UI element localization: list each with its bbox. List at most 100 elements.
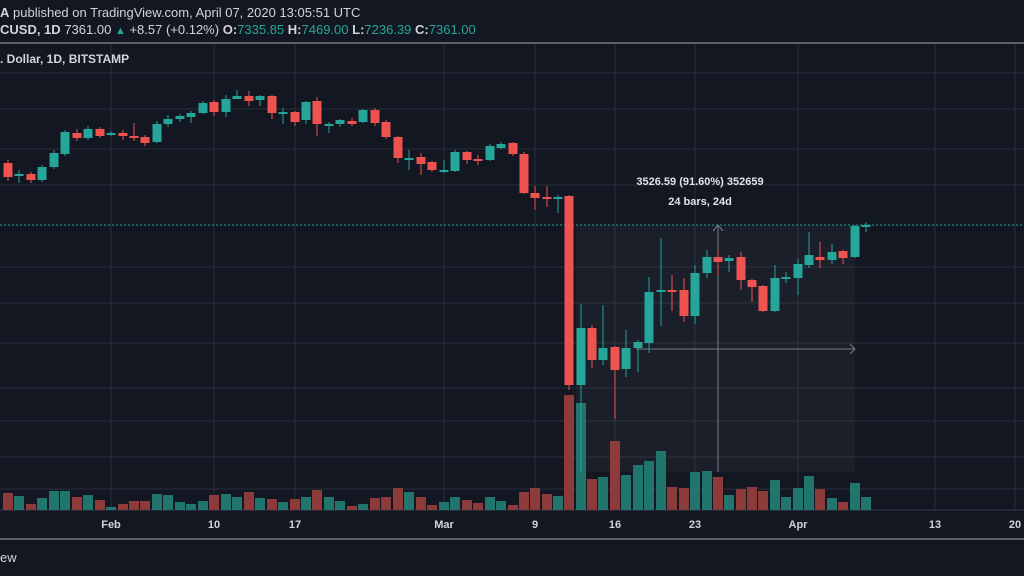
candle-body	[381, 122, 391, 137]
candle-body	[724, 258, 734, 261]
x-tick-label: Mar	[434, 519, 454, 531]
volume-bar	[827, 498, 837, 510]
candle-body	[152, 124, 162, 142]
up-triangle-icon: ▲	[114, 25, 126, 37]
volume-bar	[72, 497, 82, 510]
candle-body	[95, 129, 105, 136]
candle-body	[850, 226, 860, 257]
candle-body	[644, 292, 654, 343]
measure-label-bars: 24 bars, 24d	[668, 196, 732, 208]
volume-bar	[815, 489, 825, 510]
volume-bar	[152, 494, 162, 510]
volume-bar	[267, 499, 277, 510]
candle-body	[140, 137, 150, 143]
volume-bar	[644, 461, 654, 510]
candle-body	[118, 133, 128, 136]
footer-divider	[0, 538, 1024, 540]
volume-bar	[324, 497, 334, 510]
volume-bar	[838, 502, 848, 510]
candle-body	[690, 273, 700, 316]
volume-bar	[861, 497, 871, 510]
volume-bar	[667, 487, 677, 510]
volume-bar	[37, 498, 47, 510]
candle-body	[496, 144, 506, 148]
volume-bar	[633, 465, 643, 510]
volume-bar	[404, 492, 414, 510]
volume-bar	[542, 494, 552, 510]
candle-body	[667, 290, 677, 292]
candle-body	[542, 197, 552, 199]
ohlc-legend: CUSD, 1D 7361.00 ▲ +8.57 (+0.12%) O:7335…	[0, 22, 476, 37]
close-value: 7361.00	[428, 22, 476, 37]
candle-body	[198, 103, 208, 113]
candle-body	[37, 167, 47, 180]
volume-bar	[381, 497, 391, 510]
candle-body	[244, 96, 254, 101]
candle-body	[781, 277, 791, 279]
measure-label-price: 3526.59 (91.60%) 352659	[636, 176, 764, 188]
volume-bar	[519, 492, 529, 510]
volume-bar	[610, 441, 620, 510]
candle-body	[358, 110, 368, 122]
x-tick-label: Feb	[101, 519, 121, 531]
volume-bar	[198, 501, 208, 510]
volume-bar	[83, 495, 93, 510]
volume-bar	[140, 501, 150, 510]
candle-body	[553, 197, 563, 199]
volume-bar	[747, 487, 757, 510]
arrow-right-icon	[849, 343, 856, 355]
candle-body	[508, 143, 518, 154]
candle-body	[576, 328, 586, 385]
header-divider	[0, 42, 1024, 44]
price-change: +8.57 (+0.12%)	[129, 22, 220, 37]
candle-body	[564, 196, 574, 385]
candle-body	[324, 124, 334, 126]
volume-bar	[221, 494, 231, 510]
candle-body	[3, 163, 13, 177]
published-text: published on TradingView.com, April 07, …	[9, 5, 361, 20]
volume-bar	[724, 495, 734, 510]
volume-bar	[770, 480, 780, 510]
volume-bar	[95, 500, 105, 510]
volume-bar	[758, 491, 768, 510]
volume-bar	[621, 475, 631, 510]
candle-body	[267, 96, 277, 113]
candle-body	[610, 347, 620, 370]
volume-bar	[416, 497, 426, 510]
volume-bar	[129, 501, 139, 510]
high-label: H:	[287, 22, 302, 37]
candle-body	[450, 152, 460, 171]
candle-body	[186, 113, 196, 117]
volume-bar	[3, 493, 13, 510]
volume-bar	[508, 505, 518, 510]
x-tick-label: 13	[928, 519, 942, 531]
volume-bar	[850, 483, 860, 510]
volume-bar	[49, 491, 59, 510]
volume-bar	[530, 488, 540, 510]
candle-body	[26, 174, 36, 180]
candle-body	[209, 102, 219, 112]
candle-body	[861, 225, 871, 227]
volume-bar	[598, 477, 608, 510]
candle-body	[758, 286, 768, 311]
x-tick-label: 23	[688, 519, 702, 531]
candle-body	[804, 255, 814, 265]
high-value: 7469.00	[301, 22, 349, 37]
candle-body	[290, 112, 300, 122]
candlestick-chart[interactable]	[0, 0, 1024, 540]
publisher-name: A	[0, 5, 10, 20]
volume-bar	[804, 476, 814, 510]
candle-body	[106, 133, 116, 135]
open-value: 7335.85	[237, 22, 285, 37]
volume-bar	[358, 504, 368, 510]
candle-body	[14, 174, 24, 176]
last-price: 7361.00	[64, 22, 112, 37]
volume-bar	[370, 498, 380, 510]
candle-body	[163, 119, 173, 124]
candle-body	[301, 102, 311, 120]
volume-bar	[473, 503, 483, 510]
volume-bar	[347, 506, 357, 510]
volume-bar	[427, 505, 437, 510]
candle-body	[129, 136, 139, 138]
volume-bar	[553, 496, 563, 510]
